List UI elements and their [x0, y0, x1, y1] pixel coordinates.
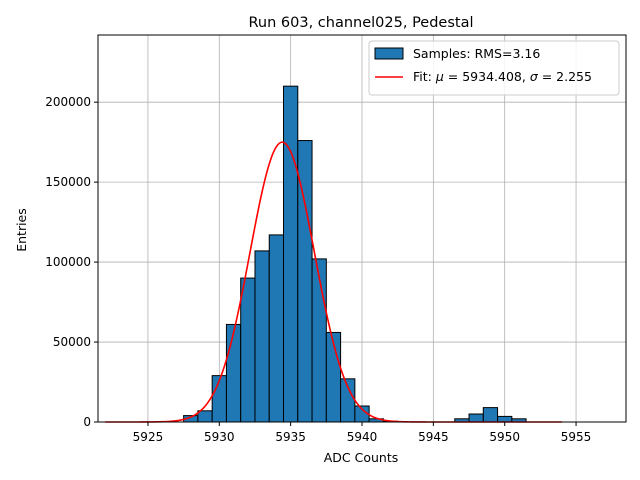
x-tick-label: 5940: [347, 430, 378, 444]
x-tick-label: 5930: [204, 430, 235, 444]
histogram-bar: [482, 407, 499, 423]
fit-mu-symbol: μ: [435, 69, 444, 84]
x-tick-label: 5925: [133, 430, 164, 444]
y-axis-ticks: 0 50000 100000 150000 200000: [45, 95, 98, 429]
legend: Samples: RMS=3.16 Fit: μ = 5934.408, σ =…: [368, 40, 620, 96]
histogram-bar: [311, 258, 327, 423]
histogram-bar: [497, 415, 513, 423]
y-axis-label: Entries: [14, 208, 29, 252]
x-tick-label: 5935: [275, 430, 306, 444]
y-tick-label: 150000: [45, 175, 91, 189]
legend-entry-samples: Samples: RMS=3.16: [413, 46, 540, 61]
x-tick-label: 5945: [418, 430, 449, 444]
fit-sigma-value: = 2.255: [538, 69, 592, 84]
histogram-bar: [254, 250, 270, 423]
fit-sigma-symbol: σ: [530, 69, 539, 84]
x-axis-label: ADC Counts: [324, 450, 399, 465]
histogram-bar: [197, 410, 213, 423]
histogram-bar: [283, 85, 299, 423]
x-tick-label: 5955: [561, 430, 592, 444]
x-tick-label: 5950: [489, 430, 520, 444]
y-tick-label: 50000: [53, 335, 91, 349]
histogram-bar: [268, 234, 285, 423]
x-axis-ticks: 5925 5930 5935 5940 5945 5950 5955: [133, 422, 592, 444]
histogram-bar: [240, 277, 256, 423]
histogram-bar: [468, 413, 484, 423]
chart-title: Run 603, channel025, Pedestal: [248, 15, 473, 31]
fit-mu-value: = 5934.408,: [444, 69, 530, 84]
y-tick-label: 100000: [45, 255, 91, 269]
fit-label-prefix: Fit:: [413, 69, 436, 84]
y-tick-label: 200000: [45, 95, 91, 109]
legend-entry-fit: Fit: μ = 5934.408, σ = 2.255: [413, 69, 592, 84]
y-tick-label: 0: [83, 415, 91, 429]
histogram-bar: [225, 323, 242, 423]
legend-bar-swatch: [374, 47, 404, 60]
legend-box: [368, 40, 620, 96]
